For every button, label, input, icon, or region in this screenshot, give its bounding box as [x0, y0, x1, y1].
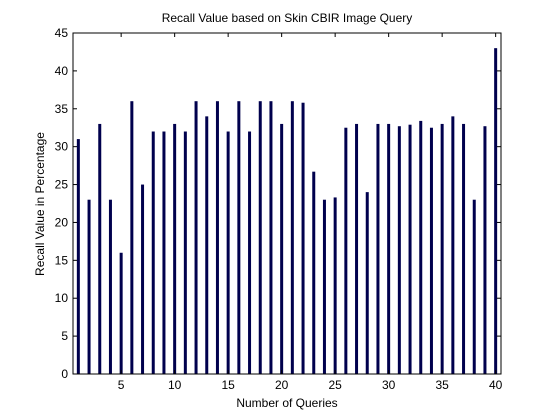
x-tick-label: 10	[168, 378, 182, 392]
bar-query-9	[162, 131, 166, 374]
bar-query-34	[429, 127, 433, 374]
bar-query-3	[98, 123, 102, 375]
bar-query-23	[312, 171, 316, 374]
bar-query-10	[173, 123, 177, 375]
bar-query-5	[119, 252, 123, 374]
y-tick-label: 10	[55, 291, 69, 305]
bar-query-31	[397, 126, 401, 375]
bar-query-19	[269, 101, 273, 374]
chart-title: Recall Value based on Skin CBIR Image Qu…	[162, 11, 413, 25]
plot-frame	[72, 32, 502, 375]
x-tick-label: 5	[118, 378, 125, 392]
x-tick-label: 30	[382, 378, 396, 392]
y-tick-label: 20	[55, 215, 69, 229]
bar-query-22	[301, 102, 305, 374]
y-tick-label: 0	[61, 367, 68, 381]
x-tick-label: 15	[221, 378, 235, 392]
x-axis-label: Number of Queries	[236, 396, 337, 410]
bar-query-25	[333, 197, 337, 374]
x-axis-ticks: 5 10 15 20 25 30 35 40	[118, 33, 503, 392]
y-tick-label: 5	[61, 329, 68, 343]
bar-query-12	[194, 101, 198, 374]
bar-query-15	[226, 131, 230, 374]
bar-query-37	[462, 123, 466, 375]
bar-query-35	[440, 123, 444, 375]
bar-query-20	[280, 123, 284, 375]
x-tick-label: 35	[435, 378, 449, 392]
bar-query-30	[387, 123, 391, 375]
bar-query-2	[87, 199, 91, 374]
bar-query-21	[290, 101, 294, 374]
y-axis-ticks: 0 5 10 15 20 25 30 35 40 45	[55, 26, 501, 381]
bar-query-39	[483, 126, 487, 375]
bar-query-6	[130, 101, 134, 374]
bar-query-32	[408, 124, 412, 374]
bar-query-40	[494, 48, 498, 374]
bar-query-29	[376, 123, 380, 375]
bar-query-36	[451, 116, 455, 375]
y-tick-label: 25	[55, 178, 69, 192]
x-tick-label: 20	[275, 378, 289, 392]
y-tick-label: 30	[55, 140, 69, 154]
bar-query-16	[237, 101, 241, 374]
bar-query-38	[472, 199, 476, 374]
bar-query-11	[183, 131, 187, 374]
bar-query-27	[355, 123, 359, 375]
bar-query-8	[151, 131, 155, 374]
y-tick-label: 45	[55, 26, 69, 40]
x-tick-label: 40	[489, 378, 503, 392]
bar-query-13	[205, 116, 209, 375]
bar-query-14	[215, 101, 219, 374]
bar-query-1	[76, 139, 80, 374]
bar-query-17	[248, 131, 252, 374]
x-tick-label: 25	[328, 378, 342, 392]
y-axis-label: Recall Value in Percentage	[33, 132, 47, 276]
bar-query-18	[258, 101, 262, 374]
bar-group	[76, 48, 498, 375]
bar-query-26	[344, 127, 348, 374]
y-tick-label: 35	[55, 102, 69, 116]
bar-query-28	[365, 192, 369, 374]
y-tick-label: 15	[55, 253, 69, 267]
y-tick-label: 40	[55, 64, 69, 78]
bar-query-33	[419, 120, 423, 375]
bar-query-24	[322, 199, 326, 374]
bar-query-4	[108, 199, 112, 374]
bar-query-7	[141, 184, 145, 374]
